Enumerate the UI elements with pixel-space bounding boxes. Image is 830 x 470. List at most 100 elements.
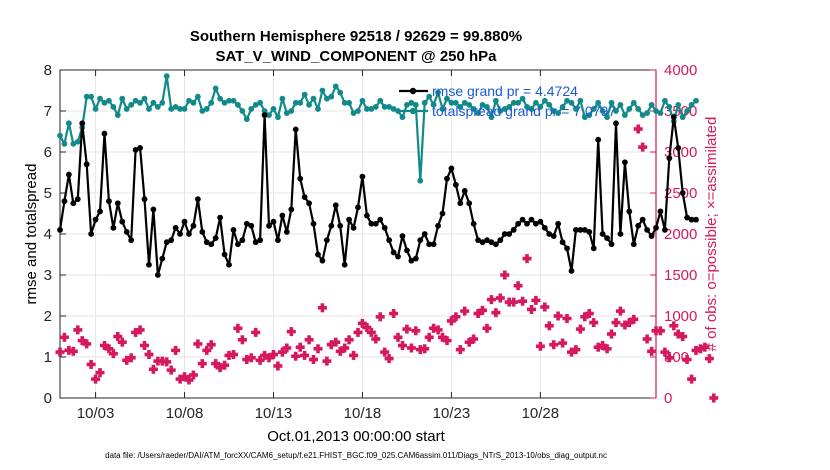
totalspread-point (475, 110, 481, 116)
y-tick-label-left: 2 (44, 308, 52, 325)
obs-marker (340, 343, 350, 353)
obs-marker (73, 325, 83, 335)
totalspread-point (564, 97, 570, 104)
x-tick-label: 10/23 (433, 405, 471, 422)
totalspread-point (648, 101, 655, 108)
obs-marker (709, 393, 719, 403)
obs-marker-v (320, 303, 325, 313)
rmse-point (114, 200, 121, 207)
totalspread-point (666, 104, 673, 110)
rmse-point (577, 227, 584, 233)
obs-marker (495, 293, 505, 303)
obs-marker (269, 350, 278, 359)
obs-marker (273, 361, 283, 371)
totalspread-point (395, 108, 401, 114)
obs-marker (442, 336, 452, 346)
totalspread-point (137, 99, 143, 106)
obs-marker-v (253, 327, 258, 337)
obs-marker-v (480, 305, 485, 315)
totalspread-point (230, 97, 237, 104)
rmse-point (501, 231, 508, 237)
obs-marker-v (182, 372, 187, 382)
totalspread-point (363, 106, 370, 112)
obs-marker (126, 353, 136, 363)
rmse-point (546, 231, 553, 237)
obs-marker (255, 355, 265, 365)
rmse-point (452, 181, 459, 188)
totalspread-point (412, 101, 419, 108)
rmse-point (301, 194, 308, 201)
obs-marker (197, 359, 207, 369)
totalspread-point (372, 104, 379, 110)
totalspread-point (492, 97, 499, 104)
obs-marker-v (422, 344, 427, 354)
rmse-point (275, 237, 281, 244)
obs-marker-v (436, 325, 440, 335)
obs-marker-v (262, 350, 267, 360)
obs-marker-v (374, 334, 378, 344)
obs-marker-v (271, 350, 276, 359)
obs-marker (669, 321, 679, 331)
totalspread-point (337, 89, 344, 96)
rmse-point (412, 255, 419, 262)
obs-marker-v (169, 365, 173, 375)
totalspread-point (675, 101, 682, 108)
rmse-point (390, 249, 397, 256)
obs-marker-v (209, 340, 213, 350)
obs-marker-v (302, 350, 307, 360)
obs-marker-v (124, 355, 129, 365)
totalspread-point (404, 101, 410, 108)
totalspread-point (257, 99, 264, 106)
obs-marker-v (636, 124, 640, 134)
x-tick-label: 10/08 (166, 405, 204, 422)
obs-marker (420, 344, 430, 354)
obs-marker (478, 305, 487, 315)
obs-marker-v (632, 314, 636, 324)
rmse-point (417, 237, 424, 244)
rmse-point (65, 171, 72, 178)
totalspread-point (497, 108, 504, 114)
obs-marker (598, 341, 608, 350)
rmse-point (559, 239, 566, 246)
totalspread-point (430, 101, 437, 108)
obs-marker-v (351, 350, 356, 360)
obs-marker-v (560, 338, 565, 348)
rmse-point (212, 235, 219, 242)
obs-marker (86, 359, 96, 369)
rmse-point (657, 208, 664, 215)
obs-marker-v (107, 344, 111, 354)
rmse-point (163, 239, 170, 246)
obs-marker (451, 312, 461, 322)
obs-marker-v (369, 327, 374, 337)
totalspread-point (332, 83, 339, 90)
rmse-point (194, 196, 201, 203)
obs-marker-v (516, 281, 520, 291)
rmse-point (141, 196, 148, 203)
rmse-point (248, 222, 255, 229)
totalspread-point (323, 95, 330, 102)
rmse-point (359, 173, 366, 180)
rmse-point (168, 237, 175, 244)
obs-marker (687, 374, 697, 384)
totalspread-point (684, 108, 691, 114)
obs-marker-v (703, 342, 707, 352)
x-tick-label: 10/28 (522, 405, 560, 422)
obs-marker (380, 347, 390, 357)
rmse-point (132, 147, 139, 153)
y-tick-label-left: 0 (44, 390, 52, 407)
obs-marker (180, 372, 189, 382)
rmse-point (621, 159, 628, 166)
rmse-point (590, 245, 597, 252)
obs-marker-v (147, 350, 151, 359)
rmse-point (323, 237, 330, 244)
totalspread-point (92, 106, 99, 112)
y-tick-label-left: 5 (44, 185, 52, 202)
obs-marker-v (231, 350, 236, 359)
obs-marker-v (240, 335, 245, 345)
rmse-point (137, 145, 143, 151)
rmse-point (461, 188, 468, 194)
rmse-point (515, 220, 522, 227)
totalspread-point (123, 106, 130, 112)
rmse-point (630, 241, 637, 248)
series-layer (55, 73, 719, 403)
